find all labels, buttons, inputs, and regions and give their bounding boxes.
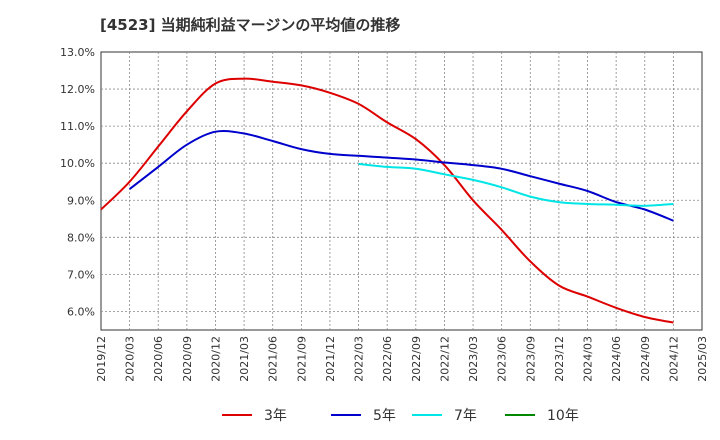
x-axis-ticks: 2019/12 2020/03 2020/06 2020/09 2020/12 2021/… xyxy=(95,336,709,382)
y-tick-label: 11.0% xyxy=(60,120,95,133)
y-tick-label: 9.0% xyxy=(67,194,95,207)
y-tick-label: 13.0% xyxy=(60,46,95,59)
series-lines xyxy=(100,77,674,324)
x-tick-label: 2024/03 xyxy=(582,336,595,382)
x-tick-label: 2020/03 xyxy=(124,336,137,382)
x-tick-label: 2021/09 xyxy=(295,336,308,382)
x-tick-label: 2023/06 xyxy=(496,336,509,382)
x-tick-label: 2022/03 xyxy=(353,336,366,382)
x-tick-label: 2025/03 xyxy=(696,336,709,382)
x-tick-label: 2023/03 xyxy=(467,336,480,382)
x-tick-label: 2022/06 xyxy=(381,336,394,382)
y-tick-label: 8.0% xyxy=(67,231,95,244)
x-tick-label: 2020/09 xyxy=(181,336,194,382)
legend-label: 10年 xyxy=(547,408,579,424)
y-tick-label: 7.0% xyxy=(67,268,95,281)
x-tick-label: 2024/09 xyxy=(639,336,652,382)
x-tick-label: 2024/12 xyxy=(667,336,680,382)
x-tick-label: 2022/12 xyxy=(438,336,451,382)
legend-label: 3年 xyxy=(264,408,287,424)
x-tick-label: 2024/06 xyxy=(610,336,623,382)
x-tick-label: 2023/12 xyxy=(553,336,566,382)
x-tick-label: 2023/09 xyxy=(524,336,537,382)
y-axis-ticks: 6.0% 7.0% 8.0% 9.0% 10.0% 11.0% 12.0% 13.0% xyxy=(60,46,95,318)
plot-area xyxy=(100,51,703,331)
x-tick-label: 2021/03 xyxy=(238,336,251,382)
series-line-1 xyxy=(100,77,674,324)
series-line-2 xyxy=(128,129,674,222)
y-tick-label: 12.0% xyxy=(60,83,95,96)
x-tick-label: 2021/12 xyxy=(324,336,337,382)
series-line-3 xyxy=(358,162,674,207)
x-tick-label: 2019/12 xyxy=(95,336,108,382)
y-tick-label: 10.0% xyxy=(60,157,95,170)
y-tick-label: 6.0% xyxy=(67,305,95,318)
legend: 3年 5年 7年 10年 xyxy=(222,408,579,424)
legend-label: 5年 xyxy=(373,408,396,424)
x-tick-label: 2020/06 xyxy=(152,336,165,382)
x-tick-label: 2022/09 xyxy=(410,336,423,382)
x-tick-label: 2021/06 xyxy=(267,336,280,382)
x-tick-label: 2020/12 xyxy=(209,336,222,382)
legend-label: 7年 xyxy=(454,408,477,424)
chart-title: [4523] 当期純利益マージンの平均値の推移 xyxy=(100,16,401,34)
grid-lines xyxy=(101,52,702,330)
